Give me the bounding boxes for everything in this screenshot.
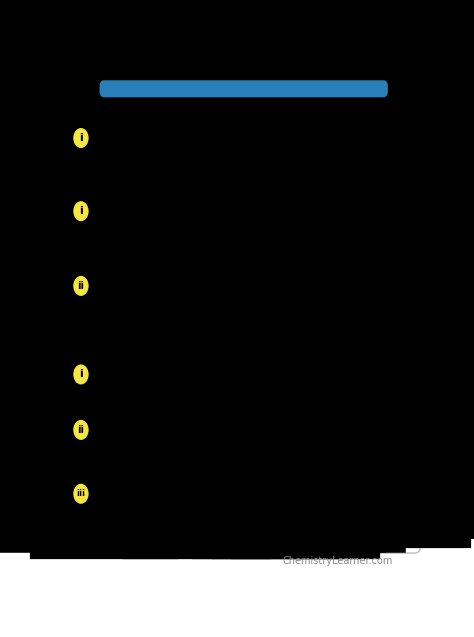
Text: Step 3: Step 3 <box>215 346 271 361</box>
Text: Chlorine radicals: Chlorine radicals <box>228 145 321 155</box>
Text: H: H <box>286 290 298 305</box>
FancyBboxPatch shape <box>65 111 420 156</box>
Text: Cl•: Cl• <box>239 128 264 143</box>
Text: H: H <box>250 482 261 497</box>
Text: C: C <box>269 482 280 497</box>
Circle shape <box>74 202 88 220</box>
Text: Methly radical: Methly radical <box>264 228 343 238</box>
Text: Cl: Cl <box>215 273 229 288</box>
Text: C•: C• <box>105 418 125 433</box>
Text: Cl: Cl <box>182 273 197 288</box>
Text: H: H <box>111 197 123 213</box>
Text: HCl: HCl <box>368 197 394 213</box>
Text: Chlorine: Chlorine <box>145 145 191 155</box>
Text: +: + <box>183 197 196 213</box>
Text: H: H <box>200 482 211 497</box>
Text: +: + <box>144 482 157 497</box>
Text: C: C <box>257 418 268 433</box>
Text: H: H <box>269 498 281 513</box>
Text: +: + <box>338 197 351 213</box>
Text: H: H <box>109 434 121 450</box>
Text: C: C <box>286 273 297 288</box>
Text: H: H <box>308 482 319 497</box>
FancyBboxPatch shape <box>100 80 388 97</box>
Text: H: H <box>269 464 281 479</box>
Text: ii: ii <box>77 425 84 435</box>
Text: C: C <box>289 482 300 497</box>
Text: Methane: Methane <box>112 228 161 238</box>
Text: H: H <box>256 400 268 415</box>
Text: C•: C• <box>102 482 122 497</box>
Text: Ethane: Ethane <box>276 535 315 545</box>
Text: i: i <box>79 206 83 216</box>
Text: Step 2: Step 2 <box>215 158 271 173</box>
Circle shape <box>74 420 88 439</box>
Text: H: H <box>131 181 143 196</box>
Text: Cl: Cl <box>145 128 160 143</box>
Text: H: H <box>294 181 305 196</box>
Text: Cl: Cl <box>300 367 315 382</box>
Text: H: H <box>237 418 249 433</box>
Text: Cl•: Cl• <box>208 197 232 213</box>
Text: ii: ii <box>77 281 84 291</box>
Text: H: H <box>266 273 278 288</box>
Text: Cl: Cl <box>281 418 295 433</box>
Text: H: H <box>150 197 162 213</box>
Text: C•: C• <box>290 197 309 213</box>
Text: •C: •C <box>172 482 191 497</box>
Text: Cl•: Cl• <box>373 273 397 288</box>
Text: H: H <box>288 464 300 479</box>
Text: ChemistryLearner.com: ChemistryLearner.com <box>282 555 392 566</box>
Circle shape <box>74 485 88 503</box>
Text: C•: C• <box>108 273 127 288</box>
Text: H: H <box>256 434 268 450</box>
Text: Cl•: Cl• <box>286 128 310 143</box>
Text: H: H <box>288 498 300 513</box>
Text: Chlorination of Methane: Chlorination of Methane <box>129 99 356 117</box>
Text: H: H <box>87 482 98 497</box>
Text: H: H <box>286 255 298 270</box>
Text: H: H <box>111 255 123 270</box>
Text: H: H <box>109 400 121 415</box>
Text: +: + <box>154 273 166 288</box>
Text: i: i <box>79 133 83 143</box>
Text: Cl•: Cl• <box>191 367 215 382</box>
Text: H: H <box>294 213 305 229</box>
Text: Methyl chloride: Methyl chloride <box>255 308 341 318</box>
Text: +: + <box>150 418 163 433</box>
Text: H: H <box>92 273 104 288</box>
Text: H: H <box>180 464 191 479</box>
Text: Cl•: Cl• <box>173 418 198 433</box>
Circle shape <box>74 365 88 383</box>
Text: i: i <box>79 369 83 380</box>
Text: iii: iii <box>76 489 85 498</box>
Text: H: H <box>180 498 191 513</box>
Text: Step 1: Step 1 <box>215 111 271 125</box>
Text: +: + <box>168 367 180 382</box>
FancyBboxPatch shape <box>65 161 420 343</box>
Text: +: + <box>268 128 281 143</box>
Text: Cl•: Cl• <box>130 367 154 382</box>
Text: H: H <box>106 498 118 513</box>
Text: +: + <box>346 273 358 288</box>
Circle shape <box>74 129 88 147</box>
Text: H: H <box>111 290 123 305</box>
Circle shape <box>74 276 88 295</box>
Text: H: H <box>90 418 101 433</box>
Text: H: H <box>106 464 118 479</box>
Text: Cl: Cl <box>180 128 194 143</box>
Text: Free Radical Halogenation: Free Radical Halogenation <box>110 80 375 97</box>
Text: C: C <box>131 197 142 213</box>
Text: H: H <box>131 213 143 229</box>
Text: H: H <box>274 197 286 213</box>
Text: Cl: Cl <box>265 367 280 382</box>
Text: Cl: Cl <box>310 273 325 288</box>
FancyBboxPatch shape <box>65 348 420 553</box>
